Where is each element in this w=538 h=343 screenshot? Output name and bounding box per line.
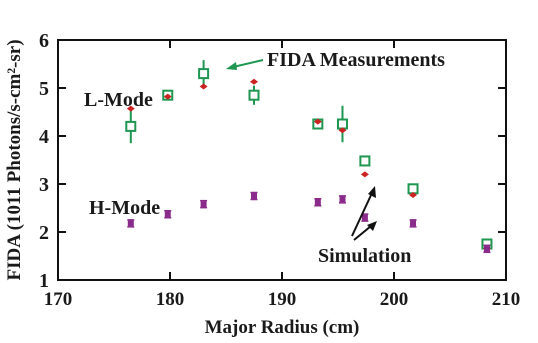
arrowhead-fida-measurements bbox=[226, 62, 237, 70]
y-tick-label: 5 bbox=[39, 78, 49, 100]
hmode-point bbox=[314, 199, 321, 206]
y-axis-label: FIDA (1011 Photons/s-cm²-sr) bbox=[4, 39, 25, 280]
lmode-simulation-point bbox=[409, 192, 418, 199]
marks-layer bbox=[125, 60, 493, 254]
x-tick-label: 180 bbox=[156, 289, 185, 310]
hmode-point bbox=[200, 201, 207, 208]
arrow-simulation-1 bbox=[351, 192, 373, 237]
y-tick-label: 3 bbox=[39, 174, 49, 196]
y-tick-label: 6 bbox=[39, 30, 49, 52]
lmode-measurement-point bbox=[248, 89, 260, 101]
ticks-layer: 170 180 190 200 210 1 2 3 4 5 6 bbox=[39, 30, 520, 310]
hmode-point bbox=[410, 220, 417, 227]
arrowhead-simulation-1 bbox=[368, 186, 376, 198]
annotation-simulation: Simulation bbox=[318, 245, 411, 267]
lmode-measurement-point bbox=[407, 183, 419, 195]
x-axis-label: Major Radius (cm) bbox=[205, 317, 360, 338]
lmode-simulation-point bbox=[313, 118, 322, 125]
arrow-simulation-2 bbox=[353, 225, 372, 241]
lmode-measurement-point bbox=[359, 155, 371, 167]
x-tick-label: 190 bbox=[268, 289, 297, 310]
hmode-point bbox=[127, 220, 134, 227]
lmode-simulation-point bbox=[163, 93, 172, 100]
lmode-measurement-point bbox=[125, 120, 137, 132]
hmode-point bbox=[483, 245, 490, 252]
lmode-simulation-point bbox=[338, 127, 347, 134]
hmode-point bbox=[164, 211, 171, 218]
lmode-simulation-point bbox=[199, 83, 208, 90]
arrow-fida-measurements bbox=[232, 59, 264, 68]
x-tick-label: 210 bbox=[492, 289, 521, 310]
lmode-simulation-point bbox=[250, 78, 258, 85]
hmode-point bbox=[361, 214, 368, 221]
hmode-point bbox=[339, 196, 346, 203]
lmode-measurement-point bbox=[198, 68, 210, 80]
lmode-simulation-point bbox=[360, 171, 369, 178]
x-tick-label: 200 bbox=[380, 289, 409, 310]
annotation-lmode: L-Mode bbox=[84, 89, 153, 111]
annotations-layer: L-Mode H-Mode FIDA Measurements Simulati… bbox=[84, 49, 445, 267]
arrowhead-simulation-2 bbox=[367, 221, 377, 231]
y-tick-label: 2 bbox=[39, 222, 49, 244]
y-tick-label: 1 bbox=[39, 270, 49, 292]
hmode-point bbox=[251, 193, 257, 199]
lmode-measurement-point bbox=[336, 118, 348, 130]
x-tick-label: 170 bbox=[44, 289, 73, 310]
lmode-simulation-point bbox=[126, 105, 135, 112]
annotation-fida-measurements: FIDA Measurements bbox=[267, 49, 445, 71]
annotation-hmode: H-Mode bbox=[89, 197, 160, 219]
plot-frame bbox=[57, 39, 507, 281]
y-tick-label: 4 bbox=[39, 126, 49, 148]
